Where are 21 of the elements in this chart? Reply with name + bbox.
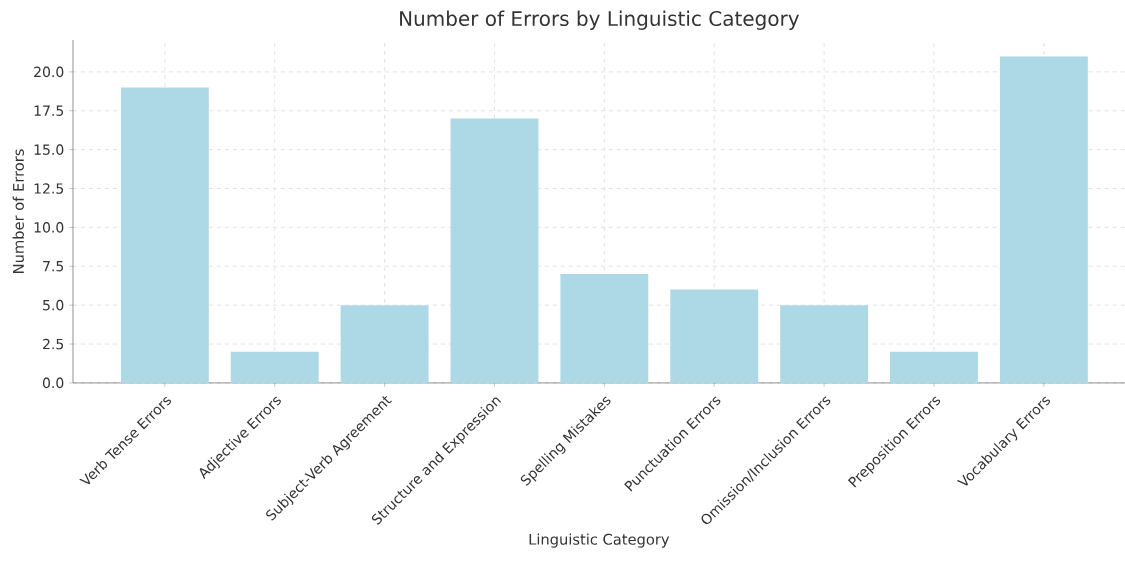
bar bbox=[450, 118, 539, 383]
y-tick-label: 15.0 bbox=[34, 144, 64, 155]
y-tick-label: 7.5 bbox=[43, 261, 64, 272]
bar bbox=[230, 351, 319, 383]
bar bbox=[670, 289, 759, 383]
bar bbox=[120, 87, 209, 383]
y-axis-title: Number of Errors bbox=[12, 149, 24, 273]
bar bbox=[890, 351, 978, 383]
bar bbox=[780, 305, 869, 383]
x-axis-title: Linguistic Category bbox=[529, 533, 670, 548]
bar bbox=[999, 56, 1088, 383]
y-tick-label: 10.0 bbox=[34, 222, 64, 233]
bar bbox=[560, 274, 649, 383]
y-tick-label: 20.0 bbox=[34, 66, 64, 78]
y-tick-label: 17.5 bbox=[34, 105, 64, 117]
chart-title: Number of Errors by Linguistic Category bbox=[400, 10, 800, 31]
y-tick-label: 5.0 bbox=[43, 299, 64, 311]
bar bbox=[340, 305, 429, 383]
y-tick-label: 2.5 bbox=[43, 338, 64, 350]
y-tick-label: 0.0 bbox=[42, 377, 64, 389]
y-tick-label: 12.5 bbox=[34, 183, 64, 194]
